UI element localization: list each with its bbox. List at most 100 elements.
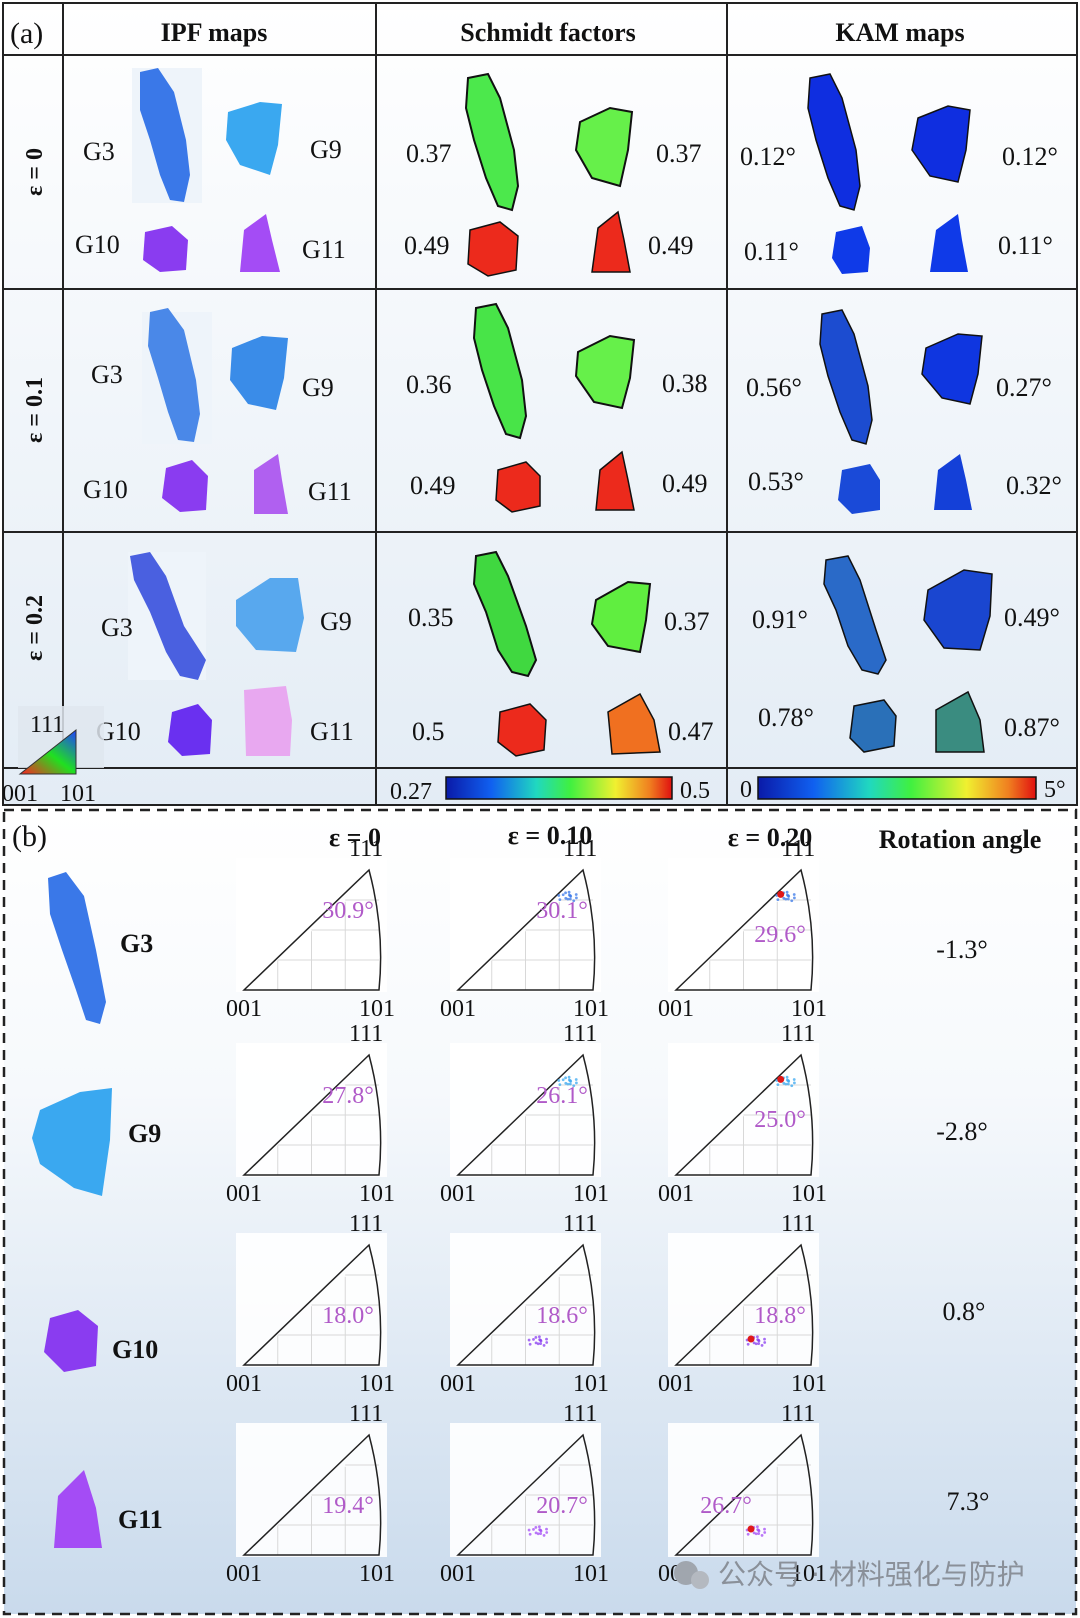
ipf-triangle-g11-1: 111 001 101 20.7° xyxy=(440,1401,609,1587)
ipf-angle-g9-1: 26.1° xyxy=(536,1083,588,1109)
ipf-angle-g3-1: 30.1° xyxy=(536,898,588,924)
ipf-angle-g11-0: 19.4° xyxy=(322,1493,374,1519)
schmidt-map-r1-g3 xyxy=(472,302,528,440)
kam-scale-max: 5° xyxy=(1044,777,1066,803)
panel-a-label: (a) xyxy=(10,17,43,50)
ipf-triangle-outline xyxy=(674,1243,814,1366)
schmidt-r0-g10: 0.49 xyxy=(404,231,450,260)
ipf-label-r1-g11: G11 xyxy=(308,477,352,506)
row-strain-2: ε = 0.2 xyxy=(22,595,48,661)
ipf-label-r1-g9: G9 xyxy=(302,373,334,402)
col-kam-header: KAM maps xyxy=(835,18,964,47)
row-strain-0: ε = 0 xyxy=(22,148,48,196)
ipf-label-r1-g3: G3 xyxy=(91,360,123,389)
kam-map-r1-g11 xyxy=(934,454,972,510)
kam-r0-g11: 0.11° xyxy=(998,231,1053,260)
ipf-triangle-g10-0: 111 001 101 18.0° xyxy=(226,1211,395,1397)
ipf-triangle-outline xyxy=(242,1433,382,1556)
kam-r2-g3: 0.91° xyxy=(752,605,808,634)
grain-thumb-g9 xyxy=(32,1088,112,1196)
ipf-triangle-outline xyxy=(456,1053,596,1176)
rotation-g10: 0.8° xyxy=(943,1297,986,1326)
ipf-label-r2-g9: G9 xyxy=(320,607,352,636)
ipf-map-r2-g11 xyxy=(244,686,292,756)
grain-name-g10: G10 xyxy=(112,1335,158,1364)
ipf-corner-101: 101 xyxy=(573,1371,609,1397)
ipf-angle-g9-2: 25.0° xyxy=(754,1107,806,1133)
ipf-triangle-g11-0: 111 001 101 19.4° xyxy=(226,1401,395,1587)
ipf-corner-001: 001 xyxy=(658,1371,694,1397)
ipf-corner-111: 111 xyxy=(781,1211,815,1237)
ipf-corner-101: 101 xyxy=(791,1371,827,1397)
col-rotation-angle: Rotation angle xyxy=(879,825,1042,854)
ipf-corner-001: 001 xyxy=(440,1561,476,1587)
ipf-label-r2-g11: G11 xyxy=(310,717,354,746)
ipf-corner-111: 111 xyxy=(349,1211,383,1237)
ipf-angle-g10-1: 18.6° xyxy=(536,1303,588,1329)
orientation-marker xyxy=(777,1075,785,1083)
ipf-angle-g11-1: 20.7° xyxy=(536,1493,588,1519)
schmidt-r1-g11: 0.49 xyxy=(662,469,708,498)
ipf-color-key: 111 001 101 xyxy=(2,706,104,807)
ipf-map-g9 xyxy=(226,102,282,175)
ipf-angle-g10-2: 18.8° xyxy=(754,1303,806,1329)
kam-r1-g3: 0.56° xyxy=(746,373,802,402)
ipf-label-r0-g9: G9 xyxy=(310,135,342,164)
schmidt-r2-g10: 0.5 xyxy=(412,717,445,746)
ipf-triangle-outline xyxy=(456,1243,596,1366)
schmidt-r2-g3: 0.35 xyxy=(408,603,454,632)
ipf-corner-001: 001 xyxy=(440,1181,476,1207)
schmidt-map-r0-g9 xyxy=(574,106,634,188)
ipf-corner-001: 001 xyxy=(658,996,694,1022)
kam-map-r1-g10 xyxy=(838,464,880,514)
rotation-g11: 7.3° xyxy=(947,1487,990,1516)
ipf-triangle-g10-2: 111 001 101 18.8° xyxy=(658,1211,827,1397)
ipf-corner-101: 101 xyxy=(359,996,395,1022)
kam-map-r2-g10 xyxy=(849,699,897,753)
kam-map-r1-g9 xyxy=(921,333,983,405)
schmidt-r2-g11: 0.47 xyxy=(668,717,714,746)
schmidt-map-r2-g3 xyxy=(472,550,538,678)
col-strain-020: ε = 0.20 xyxy=(728,823,812,852)
ipf-triangle-g3-0: 111 001 101 30.9° xyxy=(226,836,395,1022)
kam-r2-g9: 0.49° xyxy=(1004,603,1060,632)
ipf-corner-111: 111 xyxy=(781,836,815,862)
ipf-corner-101: 101 xyxy=(573,1181,609,1207)
ipf-angle-g10-0: 18.0° xyxy=(322,1303,374,1329)
ipf-key-111: 111 xyxy=(30,712,64,738)
kam-scale-min: 0 xyxy=(740,777,752,803)
schmidt-r2-g9: 0.37 xyxy=(664,607,710,636)
ipf-corner-101: 101 xyxy=(359,1371,395,1397)
ipf-key-101: 101 xyxy=(60,781,96,807)
kam-map-r0-g9 xyxy=(911,105,971,183)
grain-thumb-g11 xyxy=(54,1470,102,1548)
ipf-corner-101: 101 xyxy=(359,1561,395,1587)
ipf-corner-101: 101 xyxy=(791,1561,827,1587)
kam-colorbar: 0 5° xyxy=(740,776,1066,803)
ipf-corner-111: 111 xyxy=(563,1401,597,1427)
ipf-map-g3 xyxy=(140,68,190,202)
schmidt-r0-g9: 0.37 xyxy=(656,139,702,168)
ipf-map-r2-g3 xyxy=(130,552,206,680)
orientation-marker xyxy=(747,1335,755,1343)
ipf-corner-111: 111 xyxy=(349,1401,383,1427)
ipf-corner-001: 001 xyxy=(226,1371,262,1397)
watermark-text: 公众号 · 材料强化与防护 xyxy=(718,1558,1025,1591)
col-ipf-header: IPF maps xyxy=(161,18,268,47)
ipf-triangle-g3-2: 111 001 101 29.6° xyxy=(658,836,827,1022)
ipf-label-r1-g10: G10 xyxy=(83,475,128,504)
schmidt-map-r1-g11 xyxy=(595,450,635,511)
panel-b: (b) ε = 0 ε = 0.10 ε = 0.20 Rotation ang… xyxy=(2,808,1078,1616)
ipf-triangle-g10-1: 111 001 101 18.6° xyxy=(440,1211,609,1397)
kam-r1-g10: 0.53° xyxy=(748,467,804,496)
panel-a: (a) IPF maps Schmidt factors KAM maps ε … xyxy=(2,2,1078,807)
ipf-triangle-g9-2: 111 001 101 25.0° xyxy=(658,1021,827,1207)
schmidt-scale-min: 0.27 xyxy=(390,779,432,805)
schmidt-map-r2-g11 xyxy=(607,692,661,755)
ipf-corner-111: 111 xyxy=(781,1401,815,1427)
col-strain-0: ε = 0 xyxy=(329,823,381,852)
kam-map-r1-g3 xyxy=(819,309,873,445)
ipf-corner-111: 111 xyxy=(563,836,597,862)
ipf-corner-001: 001 xyxy=(226,1181,262,1207)
